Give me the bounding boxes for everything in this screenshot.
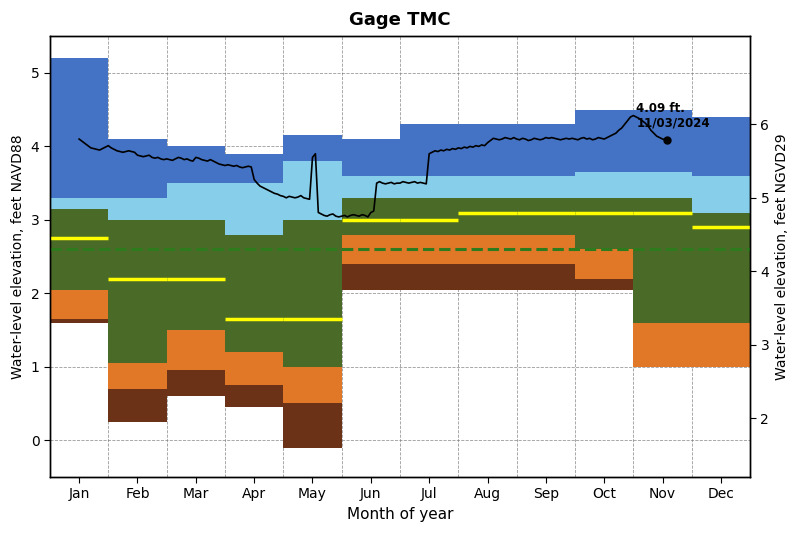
Bar: [517, 176, 575, 198]
Bar: [225, 154, 283, 183]
Bar: [50, 209, 108, 289]
Bar: [517, 198, 575, 235]
Bar: [108, 139, 166, 198]
Bar: [458, 176, 517, 198]
Bar: [400, 176, 458, 198]
Bar: [50, 289, 108, 319]
Bar: [575, 172, 634, 198]
Bar: [400, 198, 458, 235]
Bar: [166, 220, 225, 330]
Bar: [458, 264, 517, 289]
Y-axis label: Water-level elevation, feet NGVD29: Water-level elevation, feet NGVD29: [775, 133, 789, 380]
Bar: [50, 319, 108, 322]
Bar: [283, 220, 342, 367]
Bar: [634, 172, 692, 198]
Bar: [225, 385, 283, 407]
Bar: [458, 124, 517, 176]
Bar: [225, 352, 283, 385]
Bar: [575, 198, 634, 249]
Bar: [108, 363, 166, 389]
Bar: [575, 110, 634, 172]
Bar: [166, 330, 225, 370]
Bar: [166, 183, 225, 220]
Bar: [108, 389, 166, 422]
Bar: [225, 235, 283, 352]
Bar: [575, 249, 634, 279]
Bar: [225, 183, 283, 235]
Bar: [342, 198, 400, 235]
Bar: [634, 198, 692, 322]
X-axis label: Month of year: Month of year: [346, 507, 454, 522]
Bar: [692, 117, 750, 176]
Text: 4.09 ft.
11/03/2024: 4.09 ft. 11/03/2024: [636, 102, 710, 130]
Bar: [400, 124, 458, 176]
Bar: [283, 403, 342, 448]
Bar: [342, 264, 400, 289]
Bar: [692, 322, 750, 367]
Bar: [342, 139, 400, 176]
Bar: [50, 58, 108, 198]
Title: Gage TMC: Gage TMC: [349, 11, 451, 29]
Bar: [517, 264, 575, 289]
Bar: [575, 279, 634, 289]
Bar: [517, 235, 575, 264]
Bar: [283, 367, 342, 403]
Bar: [517, 124, 575, 176]
Bar: [108, 198, 166, 220]
Bar: [458, 235, 517, 264]
Bar: [400, 264, 458, 289]
Bar: [400, 235, 458, 264]
Bar: [342, 235, 400, 264]
Bar: [342, 176, 400, 198]
Bar: [283, 135, 342, 161]
Bar: [634, 110, 692, 172]
Bar: [692, 176, 750, 213]
Bar: [166, 370, 225, 396]
Bar: [283, 161, 342, 220]
Bar: [458, 198, 517, 235]
Y-axis label: Water-level elevation, feet NAVD88: Water-level elevation, feet NAVD88: [11, 134, 25, 379]
Bar: [634, 322, 692, 367]
Bar: [50, 198, 108, 209]
Bar: [166, 147, 225, 183]
Bar: [692, 213, 750, 322]
Bar: [108, 220, 166, 363]
